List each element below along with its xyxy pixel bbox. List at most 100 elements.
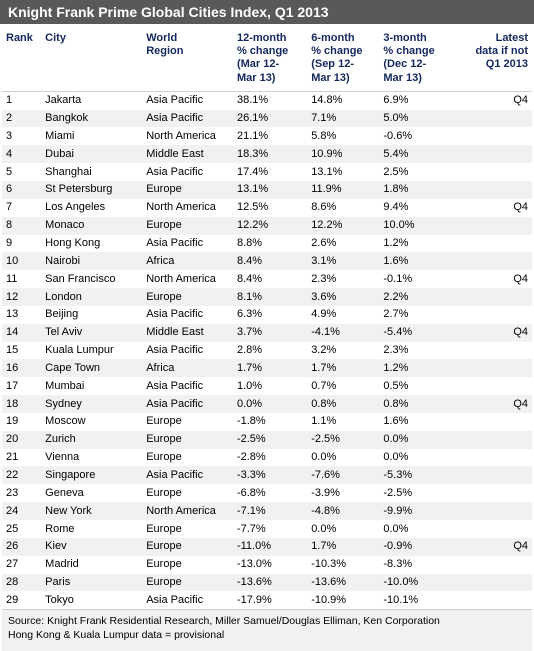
col-header-latest: Latestdata if notQ1 2013 <box>452 28 532 91</box>
cell-m3: 2.3% <box>379 342 451 360</box>
cell-city: Sydney <box>41 395 142 413</box>
cell-rank: 11 <box>2 270 41 288</box>
cell-latest: Q4 <box>452 199 532 217</box>
cell-m6: 11.9% <box>307 181 379 199</box>
footer-note: Hong Kong & Kuala Lumpur data = provisio… <box>8 628 526 642</box>
cell-rank: 23 <box>2 484 41 502</box>
cell-m3: 6.9% <box>379 91 451 109</box>
table-row: 8MonacoEurope12.2%12.2%10.0% <box>2 217 532 235</box>
cell-m6: 1.7% <box>307 538 379 556</box>
cell-region: Asia Pacific <box>142 466 233 484</box>
cell-region: Africa <box>142 359 233 377</box>
cell-latest <box>452 556 532 574</box>
cell-latest <box>452 217 532 235</box>
cell-region: Asia Pacific <box>142 110 233 128</box>
cell-latest: Q4 <box>452 324 532 342</box>
cell-m12: -2.8% <box>233 449 307 467</box>
cell-latest: Q4 <box>452 538 532 556</box>
footer-source: Source: Knight Frank Residential Researc… <box>8 614 526 628</box>
cell-region: Asia Pacific <box>142 591 233 609</box>
table-row: 12LondonEurope8.1%3.6%2.2% <box>2 288 532 306</box>
cell-m6: 0.0% <box>307 520 379 538</box>
cell-m12: -11.0% <box>233 538 307 556</box>
cell-rank: 5 <box>2 163 41 181</box>
cell-m12: 8.4% <box>233 252 307 270</box>
cell-m6: 2.6% <box>307 235 379 253</box>
cell-rank: 4 <box>2 145 41 163</box>
cell-rank: 29 <box>2 591 41 609</box>
cell-m3: -5.3% <box>379 466 451 484</box>
cell-m12: -13.6% <box>233 574 307 592</box>
cell-rank: 2 <box>2 110 41 128</box>
cell-city: Madrid <box>41 556 142 574</box>
data-table: RankCityWorldRegion12-month% change(Mar … <box>2 28 532 609</box>
cell-m6: -10.9% <box>307 591 379 609</box>
cell-m6: 5.8% <box>307 127 379 145</box>
cell-latest <box>452 502 532 520</box>
table-row: 2BangkokAsia Pacific26.1%7.1%5.0% <box>2 110 532 128</box>
cell-city: Monaco <box>41 217 142 235</box>
cell-m3: 2.7% <box>379 306 451 324</box>
table-row: 11San FranciscoNorth America8.4%2.3%-0.1… <box>2 270 532 288</box>
cell-region: North America <box>142 199 233 217</box>
cell-m6: -10.3% <box>307 556 379 574</box>
cell-rank: 26 <box>2 538 41 556</box>
cell-m3: 0.0% <box>379 431 451 449</box>
cell-rank: 12 <box>2 288 41 306</box>
cell-region: Europe <box>142 288 233 306</box>
cell-rank: 3 <box>2 127 41 145</box>
cell-city: Mumbai <box>41 377 142 395</box>
cell-m3: -2.5% <box>379 484 451 502</box>
cell-m6: 13.1% <box>307 163 379 181</box>
cell-m6: 3.2% <box>307 342 379 360</box>
cell-m12: 18.3% <box>233 145 307 163</box>
table-row: 19MoscowEurope-1.8%1.1%1.6% <box>2 413 532 431</box>
cell-region: Europe <box>142 520 233 538</box>
cell-latest <box>452 520 532 538</box>
table-row: 22SingaporeAsia Pacific-3.3%-7.6%-5.3% <box>2 466 532 484</box>
cell-city: Moscow <box>41 413 142 431</box>
cell-rank: 25 <box>2 520 41 538</box>
table-wrap: RankCityWorldRegion12-month% change(Mar … <box>0 24 534 651</box>
cell-city: Rome <box>41 520 142 538</box>
table-row: 14Tel AvivMiddle East3.7%-4.1%-5.4%Q4 <box>2 324 532 342</box>
cell-m3: 0.0% <box>379 520 451 538</box>
cell-rank: 27 <box>2 556 41 574</box>
cell-city: Bangkok <box>41 110 142 128</box>
cell-m12: 1.7% <box>233 359 307 377</box>
cell-m6: 0.7% <box>307 377 379 395</box>
col-header-region: WorldRegion <box>142 28 233 91</box>
cell-rank: 18 <box>2 395 41 413</box>
col-header-m6: 6-month% change(Sep 12-Mar 13) <box>307 28 379 91</box>
table-row: 15Kuala LumpurAsia Pacific2.8%3.2%2.3% <box>2 342 532 360</box>
cell-m12: -2.5% <box>233 431 307 449</box>
cell-rank: 6 <box>2 181 41 199</box>
cell-city: Jakarta <box>41 91 142 109</box>
cell-region: Asia Pacific <box>142 163 233 181</box>
cell-m12: 26.1% <box>233 110 307 128</box>
cell-m3: 1.2% <box>379 359 451 377</box>
cell-city: Tel Aviv <box>41 324 142 342</box>
title-text: Knight Frank Prime Global Cities Index, … <box>8 4 329 20</box>
cell-m3: 5.4% <box>379 145 451 163</box>
cell-latest <box>452 431 532 449</box>
cell-rank: 13 <box>2 306 41 324</box>
cell-m12: 2.8% <box>233 342 307 360</box>
cell-m12: -13.0% <box>233 556 307 574</box>
table-row: 5ShanghaiAsia Pacific17.4%13.1%2.5% <box>2 163 532 181</box>
cell-latest <box>452 306 532 324</box>
cell-latest <box>452 235 532 253</box>
cell-rank: 16 <box>2 359 41 377</box>
cell-latest <box>452 574 532 592</box>
cell-m12: -1.8% <box>233 413 307 431</box>
table-row: 28ParisEurope-13.6%-13.6%-10.0% <box>2 574 532 592</box>
cell-rank: 20 <box>2 431 41 449</box>
cell-m6: 0.8% <box>307 395 379 413</box>
cell-region: Africa <box>142 252 233 270</box>
cell-m6: 4.9% <box>307 306 379 324</box>
table-row: 17MumbaiAsia Pacific1.0%0.7%0.5% <box>2 377 532 395</box>
cell-region: Europe <box>142 484 233 502</box>
cell-rank: 21 <box>2 449 41 467</box>
cell-m12: 12.2% <box>233 217 307 235</box>
cell-region: Europe <box>142 574 233 592</box>
